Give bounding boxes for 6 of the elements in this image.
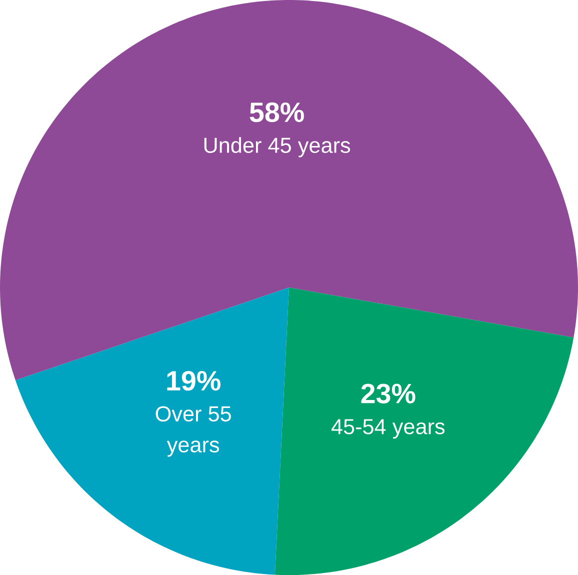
- slice-label: 45-54 years: [331, 419, 445, 439]
- data-label: 19%: [167, 370, 220, 391]
- slice-label: Under 45 years: [204, 137, 350, 158]
- slice-label: Over 55 years: [156, 406, 231, 457]
- data-label: 23%: [361, 384, 416, 404]
- data-label: 58%: [250, 102, 304, 122]
